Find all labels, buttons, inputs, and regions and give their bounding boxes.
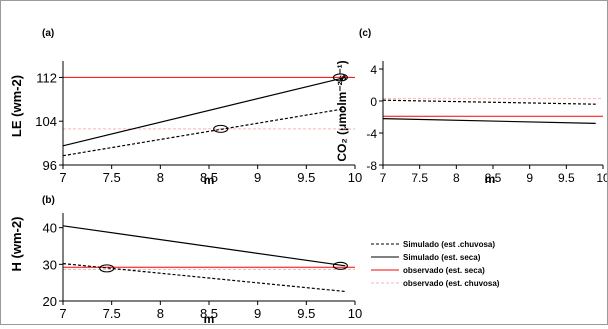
- series-line-simulado-est-chuvosa: [62, 108, 346, 157]
- ylabel-a: LE (wm-2): [9, 75, 24, 137]
- y-tick-label: 0: [370, 95, 377, 109]
- legend-label-3: observado (est. chuvosa): [403, 279, 500, 288]
- x-tick-label: 8: [157, 306, 164, 321]
- x-tick-label: 10: [348, 306, 362, 321]
- xlabel-c: m: [485, 172, 496, 186]
- y-tick-label: 104: [35, 114, 57, 129]
- y-tick-label: -4: [366, 127, 377, 141]
- x-tick-label: 9.5: [297, 170, 315, 185]
- x-tick-label: 10: [596, 171, 607, 185]
- x-tick-label: 9: [526, 171, 533, 185]
- legend-label-0: Simulado (est .chuvosa): [403, 240, 495, 249]
- x-tick-label: 8.5: [200, 170, 218, 185]
- panel-2: 7 7.5 8 8.5 9 9.5 10 -8 -4 0 4: [366, 61, 608, 185]
- legend-label-1: Simulado (est. seca): [403, 253, 481, 262]
- x-tick-label: 8: [157, 170, 164, 185]
- x-tick-label: 7.5: [103, 170, 121, 185]
- x-tick-label: 9.5: [558, 171, 575, 185]
- x-tick-label: 7.5: [103, 306, 121, 321]
- x-tick-label: 9: [254, 170, 261, 185]
- x-tick-label: 7.5: [411, 171, 428, 185]
- highlight-marker: [332, 73, 348, 82]
- panel-label-b: (b): [42, 195, 55, 206]
- legend-label-2: observado (est. seca): [403, 266, 485, 275]
- xlabel-b: m: [204, 312, 215, 324]
- x-tick-label: 7: [380, 171, 387, 185]
- y-tick-label: 96: [43, 158, 57, 173]
- highlight-marker: [332, 261, 348, 270]
- y-tick-label: 40: [43, 221, 57, 236]
- xlabel-a: m: [204, 173, 215, 187]
- series-line-simulado-est-chuvosa: [382, 99, 596, 105]
- panel-0: 7 7.5 8 8.5 9 9.5 10 96 104 112: [35, 61, 362, 185]
- y-tick-label: 20: [43, 294, 57, 309]
- panel-label-c: (c): [359, 28, 371, 39]
- series-line-simulado-est-seca: [62, 225, 346, 267]
- chart-svg: (a) (b) (c) m m m LE (wm-2) H (wm-2) CO₂…: [9, 28, 608, 326]
- highlight-marker: [99, 264, 115, 273]
- x-tick-label: 7: [59, 306, 66, 321]
- x-tick-label: 9: [254, 306, 261, 321]
- panel-1: 7 7.5 8 8.5 9 9.5 10 20 30 40: [43, 213, 362, 321]
- series-line-simulado-est-seca: [62, 76, 346, 147]
- series-line-simulado-est-chuvosa: [62, 263, 346, 293]
- x-tick-label: 7: [59, 170, 66, 185]
- y-tick-label: 4: [370, 63, 377, 77]
- highlight-marker: [213, 124, 229, 133]
- x-tick-label: 8.5: [200, 306, 218, 321]
- x-tick-label: 10: [348, 170, 362, 185]
- x-tick-label: 8: [453, 171, 460, 185]
- ylabel-c: CO₂ (μmolm⁻²s⁻¹): [335, 60, 349, 161]
- legend: Simulado (est .chuvosa) Simulado (est. s…: [371, 240, 500, 288]
- panel-label-a: (a): [42, 28, 54, 39]
- x-tick-label: 8.5: [485, 171, 502, 185]
- y-tick-label: 112: [36, 70, 57, 85]
- y-tick-label: 30: [43, 257, 57, 272]
- ylabel-b: H (wm-2): [9, 217, 24, 272]
- series-line-simulado-est-seca: [382, 118, 596, 124]
- y-tick-label: -8: [366, 159, 377, 173]
- x-tick-label: 9.5: [297, 306, 315, 321]
